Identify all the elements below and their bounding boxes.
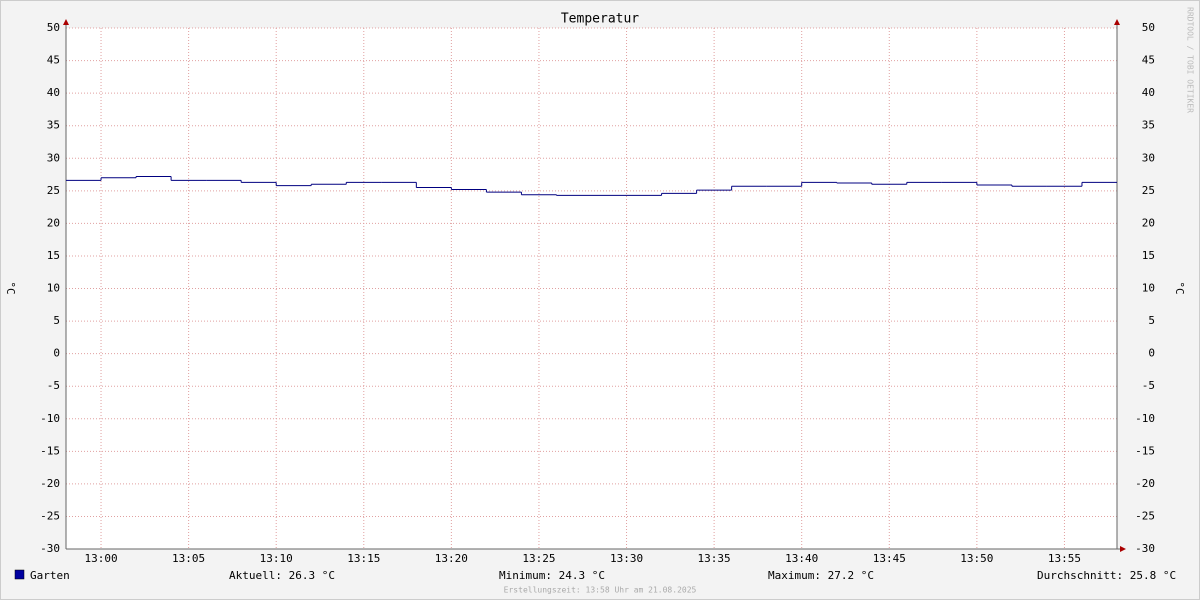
x-tick-label: 13:15	[347, 552, 380, 565]
y2-tick-label: -5	[1142, 379, 1155, 392]
y2-tick-label: 50	[1142, 21, 1155, 34]
y-tick-label: 45	[47, 54, 60, 67]
y-tick-label: 50	[47, 21, 60, 34]
watermark: RRDTOOL / TOBI OETIKER	[1186, 7, 1195, 113]
y-tick-label: 35	[47, 119, 60, 132]
x-tick-label: 13:30	[610, 552, 643, 565]
y2-tick-label: 30	[1142, 151, 1155, 164]
x-tick-label: 13:05	[172, 552, 205, 565]
y2-tick-label: 0	[1148, 347, 1155, 360]
y2-tick-label: 15	[1142, 249, 1155, 262]
legend-label: Garten	[30, 569, 70, 582]
y2-tick-label: 45	[1142, 54, 1155, 67]
y2-tick-label: -20	[1135, 477, 1155, 490]
x-tick-label: 13:20	[435, 552, 468, 565]
x-tick-label: 13:50	[960, 552, 993, 565]
y2-tick-label: 5	[1148, 314, 1155, 327]
footer: Erstellungszeit: 13:58 Uhr am 21.08.2025	[504, 586, 697, 595]
y2-tick-label: 20	[1142, 216, 1155, 229]
y2-tick-label: 35	[1142, 119, 1155, 132]
y-tick-label: -25	[40, 509, 60, 522]
y2-tick-label: -25	[1135, 509, 1155, 522]
x-tick-label: 13:10	[260, 552, 293, 565]
stat: Minimum: 24.3 °C	[499, 569, 605, 582]
axis-arrow	[1120, 546, 1126, 552]
y-tick-label: -5	[47, 379, 60, 392]
y-tick-label: 10	[47, 282, 60, 295]
y2-tick-label: -30	[1135, 542, 1155, 555]
y2-tick-label: 10	[1142, 282, 1155, 295]
y-axis-label: °C	[4, 281, 17, 294]
stat: Durchschnitt: 25.8 °C	[1037, 569, 1176, 582]
stat: Maximum: 27.2 °C	[768, 569, 874, 582]
y2-tick-label: 25	[1142, 184, 1155, 197]
axis-arrow	[63, 19, 69, 25]
x-tick-label: 13:35	[698, 552, 731, 565]
y-tick-label: 20	[47, 216, 60, 229]
y-tick-label: -30	[40, 542, 60, 555]
y2-tick-label: -15	[1135, 444, 1155, 457]
y-tick-label: 0	[53, 347, 60, 360]
y2-axis-label: °C	[1173, 281, 1186, 294]
axis-arrow	[1114, 19, 1120, 25]
x-tick-label: 13:00	[84, 552, 117, 565]
y-tick-label: 30	[47, 151, 60, 164]
chart-title: Temperatur	[561, 12, 639, 27]
y-tick-label: -10	[40, 412, 60, 425]
x-tick-label: 13:40	[785, 552, 818, 565]
stat: Aktuell: 26.3 °C	[229, 569, 335, 582]
legend-swatch	[14, 569, 25, 580]
y-tick-label: -20	[40, 477, 60, 490]
x-tick-label: 13:25	[522, 552, 555, 565]
y-tick-label: 5	[53, 314, 60, 327]
x-tick-label: 13:55	[1048, 552, 1081, 565]
y-tick-label: -15	[40, 444, 60, 457]
y-tick-label: 15	[47, 249, 60, 262]
x-tick-label: 13:45	[873, 552, 906, 565]
y2-tick-label: -10	[1135, 412, 1155, 425]
y2-tick-label: 40	[1142, 86, 1155, 99]
y-tick-label: 40	[47, 86, 60, 99]
y-tick-label: 25	[47, 184, 60, 197]
